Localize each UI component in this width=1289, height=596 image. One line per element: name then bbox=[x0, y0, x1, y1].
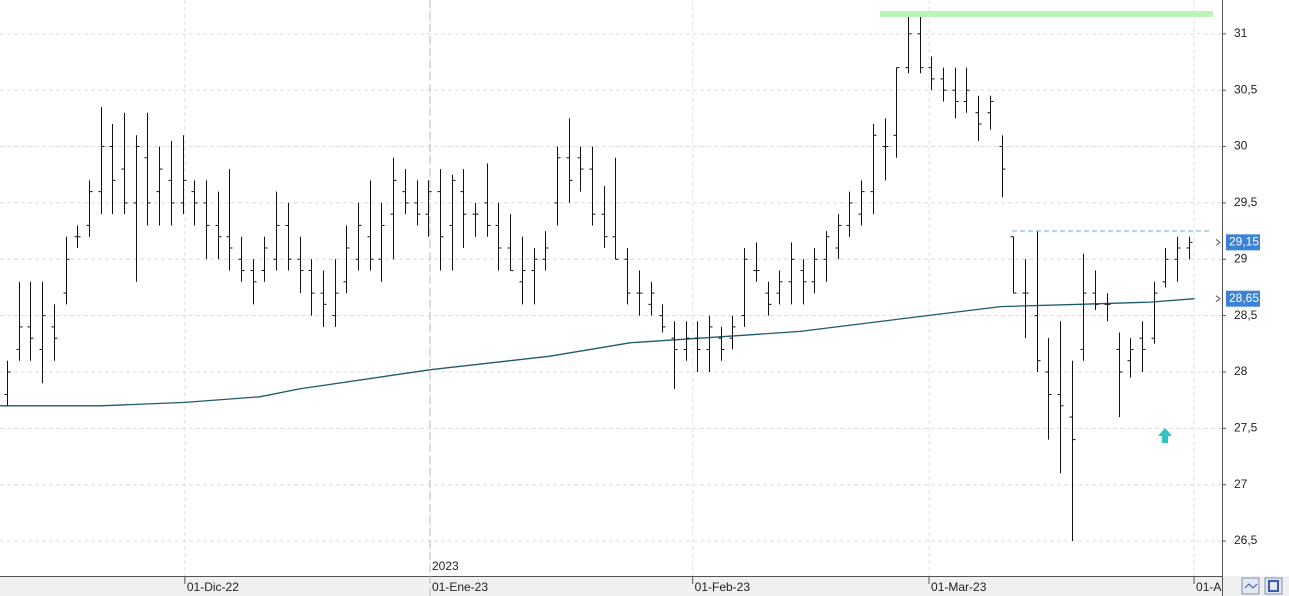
y-tick-label: 28 bbox=[1234, 364, 1248, 378]
price-label-box bbox=[1226, 290, 1260, 307]
price-label: 29,15 bbox=[1229, 235, 1259, 249]
annotation: 2023 bbox=[432, 559, 459, 573]
moving-average bbox=[0, 298, 1195, 407]
y-tick-label: 27 bbox=[1234, 477, 1248, 491]
signal-arrow bbox=[1158, 428, 1172, 443]
y-tick-label: 28,5 bbox=[1234, 308, 1258, 322]
plot-area bbox=[0, 0, 1222, 576]
x-tick-label: 01-Mar-23 bbox=[931, 580, 987, 594]
x-axis-strip bbox=[0, 576, 1289, 596]
price-pointer bbox=[1215, 295, 1221, 303]
y-tick-label: 29,5 bbox=[1234, 195, 1258, 209]
y-tick-label: 27,5 bbox=[1234, 421, 1258, 435]
price-pointer bbox=[1215, 238, 1221, 246]
y-tick-label: 26,5 bbox=[1234, 533, 1258, 547]
toolbar-icons[interactable] bbox=[1241, 577, 1283, 595]
x-tick-label: 01-Dic-22 bbox=[187, 580, 239, 594]
x-tick-label: 01-Feb-23 bbox=[695, 580, 751, 594]
resistance-level bbox=[880, 11, 1213, 17]
icon-glyph bbox=[1268, 580, 1279, 592]
y-tick-label: 31 bbox=[1234, 26, 1248, 40]
icon-glyph bbox=[1244, 583, 1258, 589]
price-label: 28,65 bbox=[1229, 291, 1259, 305]
y-tick-label: 29 bbox=[1234, 251, 1248, 265]
x-tick-label: 01-A bbox=[1196, 580, 1221, 594]
price-label-box bbox=[1226, 234, 1260, 251]
y-tick-label: 30,5 bbox=[1234, 82, 1258, 96]
chart-layer: 26,5 27 27,5 28 28,5 29 29,5 30 30,5 31 01-Dic-22 0… bbox=[0, 0, 1260, 596]
y-tick-label: 30 bbox=[1234, 139, 1248, 153]
x-tick-label: 01-Ene-23 bbox=[432, 580, 488, 594]
